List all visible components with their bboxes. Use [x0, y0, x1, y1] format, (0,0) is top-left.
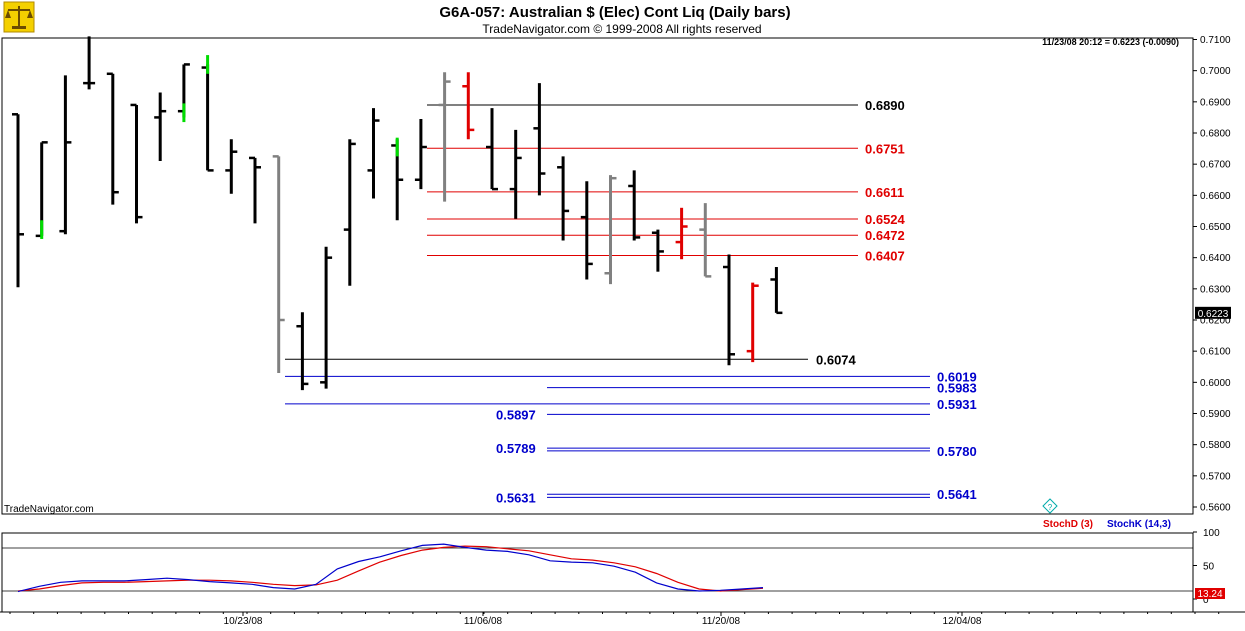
ohlc-bar	[462, 72, 475, 140]
price-axis-tick-label: 0.6700	[1200, 160, 1231, 171]
ohlc-bar	[177, 63, 190, 123]
ohlc-bar	[438, 72, 451, 202]
price-axis-tick-label: 0.5600	[1200, 503, 1231, 514]
stoch-series-line	[17, 543, 764, 593]
svg-text:?: ?	[1048, 503, 1053, 512]
legend-stochd: StochD (3)	[1043, 519, 1093, 530]
ohlc-bar	[675, 207, 688, 260]
price-axis-tick-label: 0.6400	[1200, 253, 1231, 264]
ohlc-bar	[249, 156, 261, 224]
price-axis-tick-label: 0.7000	[1200, 66, 1231, 77]
svg-text:13.24: 13.24	[1197, 589, 1222, 600]
scales-icon	[3, 1, 35, 33]
price-axis-tick-label: 0.6900	[1200, 97, 1231, 108]
current-price-tag: 0.6223	[1195, 306, 1231, 320]
ohlc-bar	[391, 137, 404, 221]
ohlc-bar	[59, 75, 72, 235]
price-level-label: 0.6611	[865, 185, 904, 200]
ohlc-bars	[12, 36, 783, 391]
price-level-label: 0.6472	[865, 228, 905, 243]
legend-stochk: StochK (14,3)	[1107, 519, 1171, 530]
price-axis-tick-label: 0.7100	[1200, 35, 1231, 46]
date-axis: 10/23/08 11/06/08 11/20/08 12/04/08	[0, 611, 1245, 627]
svg-text:0.6223: 0.6223	[1198, 309, 1229, 320]
ohlc-bar	[154, 92, 167, 162]
price-axis-tick-label: 0.6200	[1200, 316, 1231, 327]
chart-title: G6A-057: Australian $ (Elec) Cont Liq (D…	[439, 4, 790, 21]
price-axis-tick-label: 0.6500	[1200, 222, 1231, 233]
stoch-panel-border	[1, 532, 1194, 613]
ohlc-bar	[699, 203, 712, 278]
ohlc-bar	[272, 155, 285, 373]
price-level-label: 0.6019	[937, 369, 977, 384]
ohlc-bar	[343, 139, 356, 286]
price-panel-border	[1, 37, 1194, 515]
ohlc-bar	[723, 254, 735, 366]
price-level-label: 0.5931	[937, 397, 977, 412]
stoch-axis-tick-label: 50	[1203, 562, 1215, 573]
watermark: TradeNavigator.com	[4, 504, 94, 515]
price-level-label: 0.6074	[816, 352, 857, 367]
price-axis-tick-label: 0.6800	[1200, 129, 1231, 140]
ohlc-bar	[651, 229, 664, 272]
price-panel	[1, 37, 1194, 515]
ohlc-bar	[130, 103, 143, 224]
chart-subtitle: TradeNavigator.com © 1999-2008 All right…	[482, 22, 761, 36]
ohlc-bar	[367, 108, 380, 199]
ohlc-bar	[746, 282, 759, 363]
ohlc-bar	[83, 36, 96, 90]
price-axis-tick-label: 0.6100	[1200, 347, 1231, 358]
price-level-label: 0.5983	[937, 381, 977, 396]
stoch-axis-tick-label: 0	[1203, 595, 1209, 606]
stoch-axis-tick-label: 100	[1203, 528, 1220, 539]
stoch-current-tag: 13.24	[1195, 588, 1225, 600]
ohlc-bar	[770, 267, 783, 315]
price-level-label: 0.5780	[937, 444, 977, 459]
ohlc-bar	[628, 170, 641, 241]
date-axis-tick-label: 12/04/08	[943, 616, 982, 627]
price-level-label: 0.5641	[937, 487, 977, 502]
date-axis-tick-label: 11/20/08	[702, 616, 741, 627]
price-level-label: 0.5631	[496, 490, 536, 505]
date-axis-tick-label: 11/06/08	[464, 616, 503, 627]
price-level-label: 0.5789	[496, 441, 536, 456]
ohlc-bar	[320, 246, 333, 389]
ohlc-bar	[604, 175, 617, 285]
ohlc-bar	[225, 139, 238, 194]
price-level-label: 0.6524	[865, 212, 906, 227]
ohlc-bar	[580, 181, 593, 280]
ohlc-bar	[35, 141, 48, 239]
ohlc-bar	[201, 55, 214, 172]
price-level-label: 0.6751	[865, 141, 905, 156]
stoch-series-line	[17, 545, 764, 592]
ohlc-bar	[486, 108, 498, 191]
price-axis-tick-label: 0.6000	[1200, 378, 1231, 389]
stochastic-panel: 100 50 0	[1, 528, 1220, 613]
price-level-label: 0.5897	[496, 407, 536, 422]
price-level-label: 0.6407	[865, 248, 905, 263]
price-axis-tick-label: 0.5900	[1200, 409, 1231, 420]
ohlc-bar	[557, 156, 570, 241]
price-axis-tick-label: 0.5800	[1200, 440, 1231, 451]
diamond-icon[interactable]: ?	[1042, 498, 1058, 514]
ohlc-bar	[12, 113, 24, 288]
ohlc-bar	[106, 72, 119, 205]
price-axis: 0.5600 0.5700 0.5800 0.5900 0.6000 0.6100 0.62…	[1192, 35, 1231, 514]
ohlc-bar	[296, 312, 309, 391]
price-axis-tick-label: 0.5700	[1200, 471, 1231, 482]
price-level-label: 0.6890	[865, 98, 905, 113]
price-axis-tick-label: 0.6300	[1200, 284, 1231, 295]
price-axis-tick-label: 0.6600	[1200, 191, 1231, 202]
date-axis-tick-label: 10/23/08	[224, 616, 263, 627]
ohlc-bar	[509, 129, 522, 219]
price-readout: 11/23/08 20:12 = 0.6223 (-0.0090)	[1042, 37, 1179, 47]
ohlc-bar	[414, 118, 427, 190]
ohlc-bar	[533, 83, 546, 196]
